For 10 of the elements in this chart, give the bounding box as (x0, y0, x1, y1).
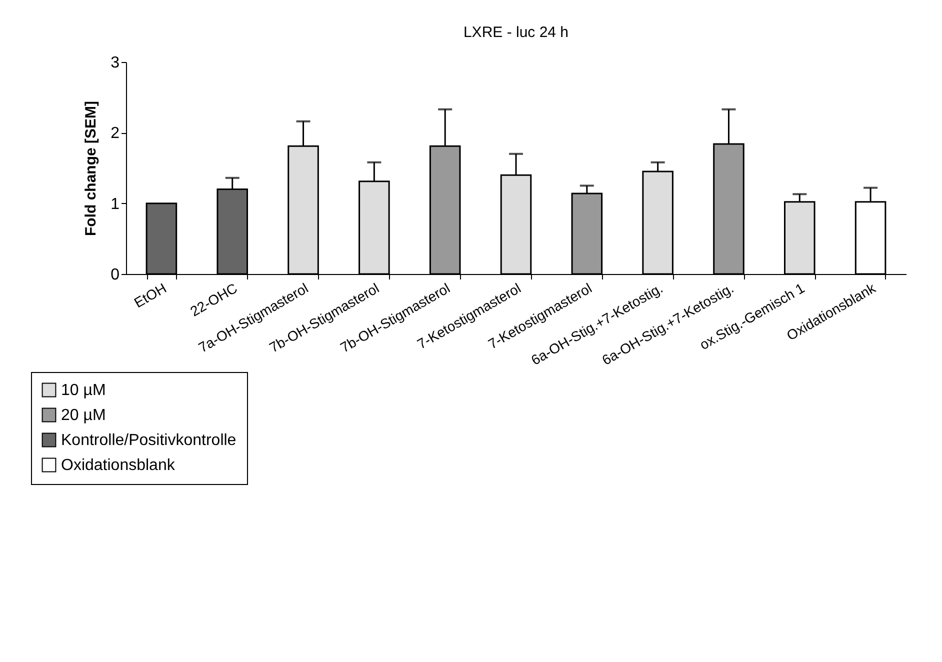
legend-label: Oxidationsblank (61, 457, 176, 474)
y-tick-label: 2 (110, 125, 120, 142)
y-tick-label: 3 (110, 54, 120, 72)
chart-title: LXRE - luc 24 h (463, 24, 569, 41)
legend-label: Kontrolle/Positivkontrolle (61, 432, 236, 449)
y-tick-label: 1 (110, 196, 120, 213)
legend-label: 10 µM (61, 382, 106, 399)
y-tick-label: 0 (110, 266, 120, 284)
y-axis-title: Fold change [SEM] (82, 100, 100, 236)
legend-label: 20 µM (61, 407, 106, 424)
